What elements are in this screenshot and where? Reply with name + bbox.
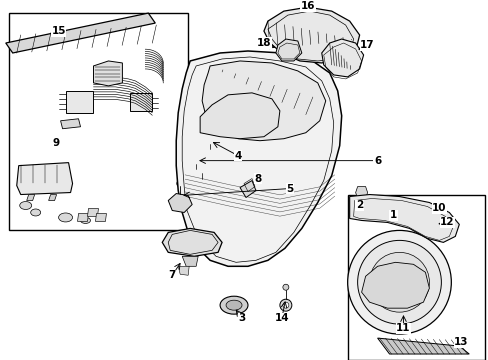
Polygon shape — [275, 39, 301, 61]
Circle shape — [176, 180, 183, 187]
Polygon shape — [349, 194, 458, 242]
Polygon shape — [361, 262, 428, 308]
Polygon shape — [176, 51, 341, 266]
Text: 3: 3 — [238, 313, 245, 323]
Text: 6: 6 — [373, 156, 381, 166]
Text: 11: 11 — [395, 323, 410, 333]
Polygon shape — [27, 194, 35, 201]
Ellipse shape — [20, 202, 32, 210]
Circle shape — [204, 134, 215, 144]
Text: 18: 18 — [256, 38, 271, 48]
Text: 4: 4 — [234, 150, 241, 161]
Polygon shape — [200, 93, 279, 139]
Polygon shape — [321, 39, 363, 77]
Polygon shape — [6, 13, 155, 53]
Circle shape — [279, 299, 291, 311]
Bar — [130, 93, 152, 111]
Circle shape — [207, 136, 212, 141]
Circle shape — [207, 148, 212, 153]
Bar — [347, 194, 484, 360]
Polygon shape — [87, 208, 98, 216]
Text: 17: 17 — [360, 40, 374, 50]
Ellipse shape — [303, 116, 325, 126]
Circle shape — [199, 178, 204, 183]
Text: 13: 13 — [453, 337, 468, 347]
Polygon shape — [162, 229, 222, 256]
Circle shape — [193, 158, 199, 164]
Text: 9: 9 — [52, 138, 59, 148]
Circle shape — [428, 216, 436, 224]
Circle shape — [357, 240, 441, 324]
Text: 2: 2 — [355, 201, 363, 211]
Polygon shape — [178, 266, 189, 275]
Text: 7: 7 — [168, 270, 176, 280]
Circle shape — [347, 230, 450, 334]
Polygon shape — [240, 181, 255, 198]
Ellipse shape — [31, 209, 41, 216]
Text: 14: 14 — [274, 313, 288, 323]
Text: 12: 12 — [439, 217, 454, 228]
Text: 8: 8 — [254, 174, 261, 184]
Ellipse shape — [59, 213, 72, 222]
Polygon shape — [93, 61, 122, 86]
Text: 15: 15 — [51, 26, 66, 36]
Ellipse shape — [81, 217, 90, 224]
Text: 5: 5 — [285, 184, 293, 194]
Ellipse shape — [225, 300, 242, 310]
Polygon shape — [168, 194, 192, 212]
Circle shape — [198, 169, 205, 176]
Text: 16: 16 — [300, 1, 314, 11]
Polygon shape — [48, 194, 57, 201]
Polygon shape — [202, 61, 325, 141]
Polygon shape — [355, 186, 367, 198]
Circle shape — [430, 230, 435, 235]
Circle shape — [282, 284, 288, 290]
Ellipse shape — [220, 296, 247, 314]
Bar — [65, 91, 93, 113]
Polygon shape — [61, 119, 81, 129]
Polygon shape — [377, 338, 468, 354]
Polygon shape — [95, 213, 106, 221]
Circle shape — [282, 302, 288, 308]
Polygon shape — [17, 163, 72, 194]
Polygon shape — [264, 7, 359, 63]
Polygon shape — [182, 256, 198, 266]
Text: 1: 1 — [389, 211, 396, 220]
Polygon shape — [78, 213, 88, 221]
Bar — [9, 13, 188, 230]
Circle shape — [356, 201, 366, 211]
Text: 10: 10 — [431, 203, 446, 213]
Circle shape — [369, 252, 428, 312]
Circle shape — [191, 159, 200, 168]
